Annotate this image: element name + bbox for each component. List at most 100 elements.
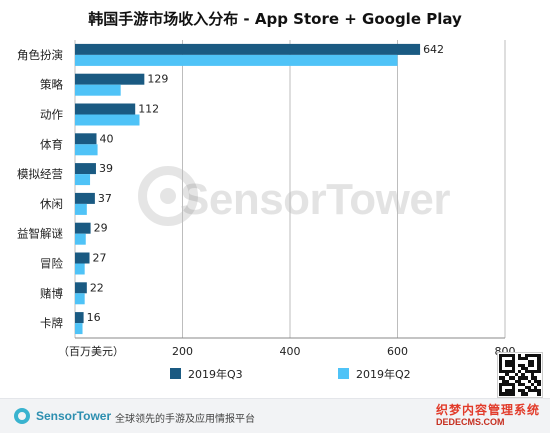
qr-module: [505, 370, 509, 374]
qr-module: [508, 363, 512, 367]
qr-module: [534, 376, 538, 380]
qr-module: [511, 386, 515, 390]
data-label-1: 129: [147, 73, 168, 86]
qr-module: [527, 389, 531, 393]
qr-module: [508, 354, 512, 358]
bar-q2-2: [75, 114, 140, 126]
data-label-3: 40: [100, 132, 114, 145]
qr-module: [518, 357, 522, 361]
qr-module: [531, 376, 535, 380]
site-watermark-en: DEDECMS.COM: [436, 417, 505, 427]
qr-module: [511, 366, 515, 370]
qr-module: [515, 379, 519, 383]
qr-module: [518, 376, 522, 380]
bar-q2-1: [75, 84, 121, 96]
category-label-2: 动作: [40, 108, 63, 122]
qr-module: [537, 389, 541, 393]
qr-module: [502, 376, 506, 380]
qr-module: [537, 354, 541, 358]
qr-module: [537, 360, 541, 364]
bar-q2-7: [75, 263, 85, 275]
qr-module: [511, 360, 515, 364]
qr-module: [531, 360, 535, 364]
x-tick-label-400: 400: [280, 345, 301, 358]
qr-module: [511, 392, 515, 396]
data-label-0: 642: [423, 43, 444, 56]
qr-module: [505, 392, 509, 396]
qr-module: [518, 389, 522, 393]
qr-module: [502, 382, 506, 386]
bar-q3-4: [75, 163, 96, 175]
qr-module: [537, 370, 541, 374]
category-label-7: 冒险: [40, 257, 63, 271]
bar-q2-4: [75, 174, 91, 186]
bar-q3-1: [75, 73, 145, 85]
qr-module: [521, 366, 525, 370]
category-label-5: 休闲: [40, 197, 63, 211]
qr-module: [537, 392, 541, 396]
data-label-5: 37: [98, 192, 112, 205]
bar-q3-0: [75, 43, 421, 55]
legend-label-q3: 2019年Q3: [188, 368, 243, 381]
qr-module: [524, 376, 528, 380]
qr-module: [508, 392, 512, 396]
qr-module: [537, 366, 541, 370]
qr-module: [524, 370, 528, 374]
bar-q3-3: [75, 133, 97, 145]
bar-q2-9: [75, 323, 83, 335]
qr-module: [508, 382, 512, 386]
qr-module: [499, 376, 503, 380]
qr-module: [502, 354, 506, 358]
category-label-1: 策略: [40, 78, 63, 92]
category-label-4: 模拟经营: [17, 167, 63, 181]
qr-module: [537, 379, 541, 383]
qr-module: [499, 360, 503, 364]
qr-module: [521, 392, 525, 396]
qr-module: [531, 373, 535, 377]
qr-module: [505, 363, 509, 367]
qr-module: [521, 357, 525, 361]
site-watermark-cn: 织梦内容管理系统: [436, 403, 541, 417]
qr-module: [524, 354, 528, 358]
qr-module: [511, 376, 515, 380]
category-label-3: 体育: [40, 137, 63, 151]
qr-module: [505, 389, 509, 393]
qr-module: [499, 370, 503, 374]
qr-module: [531, 354, 535, 358]
qr-module: [518, 382, 522, 386]
qr-module: [511, 363, 515, 367]
footer-tagline: 全球领先的手游及应用情报平台: [115, 414, 255, 425]
qr-module: [511, 354, 515, 358]
data-label-6: 29: [94, 222, 108, 235]
data-label-8: 22: [90, 281, 104, 294]
qr-module: [524, 366, 528, 370]
watermark-logo-ring: [138, 166, 198, 226]
qr-code: [497, 352, 543, 398]
watermark-logo-dot: [160, 188, 176, 204]
qr-module: [505, 379, 509, 383]
qr-module: [531, 363, 535, 367]
qr-module: [499, 392, 503, 396]
bar-q2-8: [75, 293, 85, 305]
legend-swatch-q2: [338, 368, 349, 379]
qr-module: [499, 354, 503, 358]
category-label-8: 赌博: [40, 286, 63, 300]
category-label-0: 角色扮演: [17, 48, 63, 62]
sensortower-logo-icon: [14, 408, 30, 424]
qr-module: [527, 354, 531, 358]
qr-module: [521, 389, 525, 393]
chart-title: 韩国手游市场收入分布 - App Store + Google Play: [88, 10, 462, 28]
x-tick-label-200: 200: [172, 345, 193, 358]
qr-module: [527, 379, 531, 383]
footer-brand: SensorTower: [36, 409, 112, 423]
qr-module: [502, 392, 506, 396]
data-label-9: 16: [87, 311, 101, 324]
category-label-9: 卡牌: [40, 316, 63, 330]
qr-module: [518, 354, 522, 358]
bar-q2-0: [75, 54, 398, 66]
qr-module: [521, 376, 525, 380]
qr-module: [537, 363, 541, 367]
qr-module: [505, 354, 509, 358]
bar-q3-8: [75, 282, 87, 294]
qr-module: [499, 386, 503, 390]
